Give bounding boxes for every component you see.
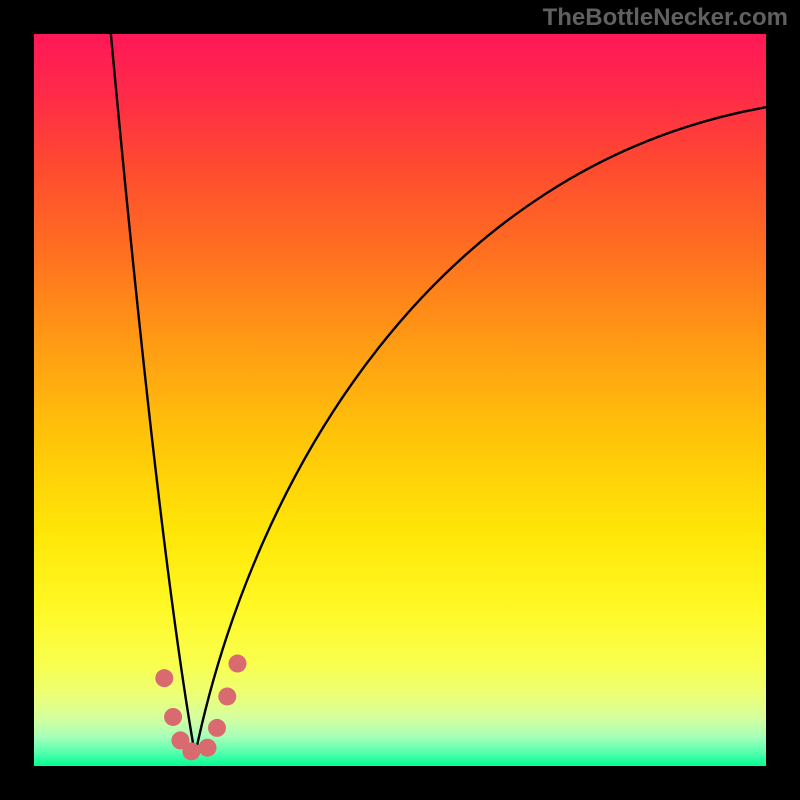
gradient-background <box>34 34 766 766</box>
marker-point <box>228 655 246 673</box>
marker-point <box>218 687 236 705</box>
marker-point <box>182 742 200 760</box>
marker-point <box>198 739 216 757</box>
chart-canvas: TheBottleNecker.com <box>0 0 800 800</box>
watermark-text: TheBottleNecker.com <box>543 4 788 32</box>
plot-area <box>34 34 766 766</box>
marker-point <box>155 669 173 687</box>
marker-point <box>164 708 182 726</box>
marker-point <box>208 719 226 737</box>
